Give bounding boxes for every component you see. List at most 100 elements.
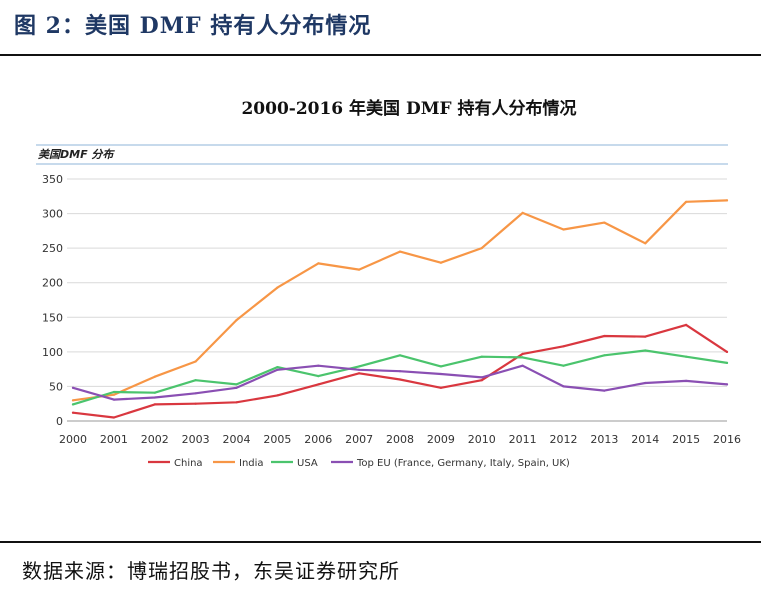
data-point [71, 411, 75, 414]
grid [67, 178, 727, 422]
x-tick-label: 2003 [182, 433, 210, 446]
data-point [71, 399, 75, 402]
y-tick-label: 150 [42, 311, 63, 324]
data-point [71, 403, 75, 406]
data-point [725, 350, 729, 353]
line-chart: 2000-2016 年美国 DMF 持有人分布情况 美国DMF 分布 0 50 10… [36, 98, 741, 469]
data-point [112, 390, 115, 394]
legend-label: Top EU (France, Germany, Italy, Spain, U… [356, 458, 570, 469]
legend: China India USA Top EU (France, Germany, It… [148, 458, 570, 469]
x-tick-label: 2009 [427, 433, 455, 446]
data-point [112, 398, 115, 401]
data-point [685, 200, 688, 203]
data-point [235, 401, 238, 404]
data-point [358, 372, 361, 375]
x-tick-label: 2000 [59, 433, 87, 446]
data-point [398, 370, 402, 373]
x-tick-label: 2004 [223, 433, 251, 446]
data-point [194, 392, 197, 395]
figure-header: 图 2：美国 DMF 持有人分布情况 [14, 13, 372, 39]
x-tick-label: 2006 [304, 433, 332, 446]
data-point [276, 286, 279, 289]
data-point [276, 394, 279, 397]
data-point [71, 386, 75, 389]
data-point [685, 323, 688, 326]
data-point [194, 360, 197, 363]
data-point [644, 242, 647, 245]
y-tick-label: 200 [42, 277, 63, 290]
y-tick-label: 250 [42, 242, 63, 255]
data-point [317, 383, 320, 386]
data-point [112, 416, 115, 419]
x-tick-label: 2011 [509, 433, 537, 446]
data-point [153, 403, 156, 406]
series-lines [71, 199, 729, 419]
data-point [685, 355, 688, 358]
data-point [153, 375, 156, 378]
data-point [112, 393, 115, 396]
data-point [480, 355, 483, 358]
data-point [358, 268, 361, 271]
y-tick-label: 300 [42, 208, 63, 221]
data-point [603, 221, 606, 224]
data-point [398, 354, 402, 357]
data-point [358, 365, 361, 368]
chart-subtitle: 美国DMF 分布 [38, 148, 115, 161]
data-point [603, 354, 606, 357]
y-axis: 0 50 100 150 200 250 300 350 [42, 173, 63, 428]
data-point [235, 386, 238, 389]
data-point [317, 262, 320, 265]
y-tick-label: 350 [42, 173, 63, 186]
data-point [276, 366, 279, 369]
y-tick-label: 0 [56, 415, 63, 428]
data-point [439, 372, 442, 376]
x-tick-label: 2002 [141, 433, 169, 446]
x-tick-label: 2005 [263, 433, 291, 446]
y-tick-label: 50 [49, 380, 63, 393]
x-tick-label: 2007 [345, 433, 373, 446]
data-point [480, 247, 483, 250]
data-point [480, 376, 483, 379]
x-axis: 2000 2001 2002 2003 2004 2005 2006 2007 2008 2009… [59, 433, 741, 446]
data-point [358, 368, 361, 371]
data-point [603, 334, 606, 338]
data-point [521, 352, 524, 355]
x-tick-label: 2015 [672, 433, 700, 446]
data-point [439, 261, 442, 264]
data-point [644, 381, 647, 385]
x-tick-label: 2001 [100, 433, 128, 446]
data-point [725, 383, 729, 386]
data-point [521, 211, 524, 214]
data-point [725, 361, 729, 364]
data-point [644, 335, 647, 338]
data-point [685, 379, 688, 382]
x-tick-label: 2014 [631, 433, 659, 446]
data-point [235, 319, 238, 322]
header-divider [0, 54, 761, 56]
data-point [603, 389, 606, 392]
data-point [562, 228, 565, 231]
data-point [480, 379, 483, 382]
figure-source: 数据来源：博瑞招股书，东吴证券研究所 [22, 559, 400, 583]
data-point [398, 250, 402, 253]
data-point [276, 368, 279, 371]
legend-label: China [174, 458, 203, 469]
x-tick-label: 2012 [550, 433, 578, 446]
data-point [562, 345, 565, 348]
data-point [725, 199, 729, 202]
data-point [562, 364, 565, 367]
x-tick-label: 2013 [590, 433, 618, 446]
legend-label: India [239, 458, 264, 469]
data-point [644, 349, 647, 352]
data-point [439, 365, 442, 368]
legend-label: USA [297, 458, 318, 469]
data-point [194, 402, 197, 405]
data-point [439, 386, 442, 389]
data-point [153, 396, 156, 399]
data-point [317, 364, 320, 367]
data-point [153, 391, 156, 394]
data-point [194, 379, 197, 382]
x-tick-label: 2010 [468, 433, 496, 446]
x-tick-label: 2008 [386, 433, 414, 446]
x-tick-label: 2016 [713, 433, 741, 446]
